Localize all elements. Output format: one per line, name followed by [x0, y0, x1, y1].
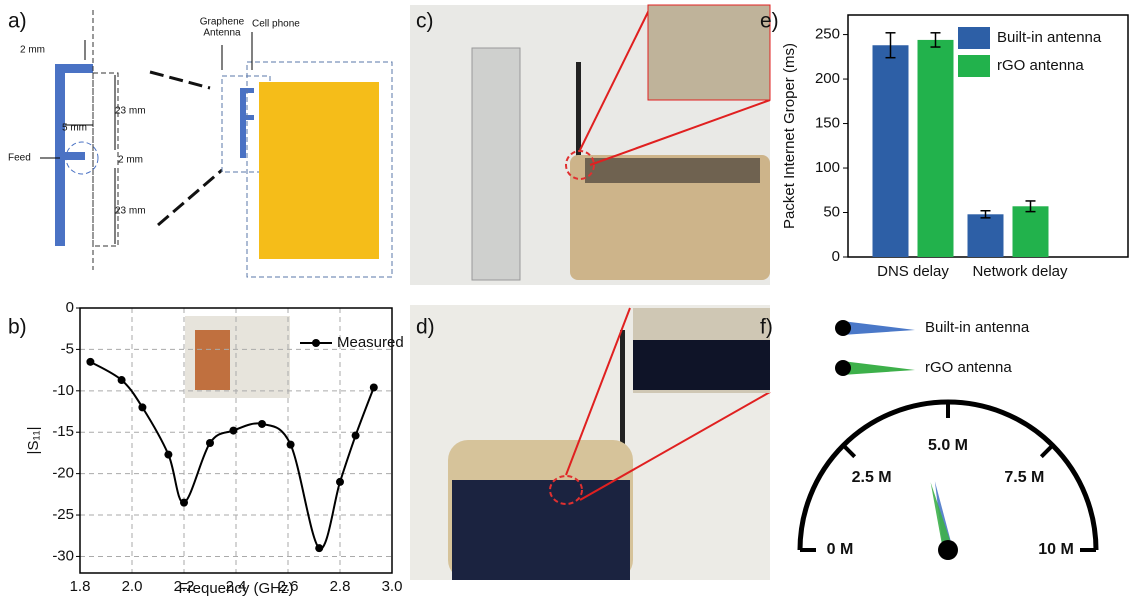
y-tick-label: -25 — [52, 506, 74, 523]
needle — [930, 482, 953, 552]
panel-label: e) — [760, 10, 779, 33]
y-tick-label: 0 — [832, 248, 840, 265]
error-bar — [1025, 200, 1036, 213]
x-tick-label: 2.8 — [330, 578, 351, 595]
point — [258, 419, 266, 428]
point — [86, 357, 95, 366]
x-tick-label: 2.0 — [122, 578, 143, 595]
y-tick-label: -20 — [52, 465, 74, 482]
y-tick-label: 200 — [815, 70, 840, 87]
panel-label: a) — [8, 10, 27, 33]
y-tick-label: 0 — [66, 299, 74, 316]
point — [315, 544, 324, 553]
error-bar — [885, 32, 896, 59]
legend-hub — [835, 360, 851, 376]
gauge-tick-label: 2.5 M — [852, 469, 892, 486]
x-tick-label: 2.2 — [174, 578, 195, 595]
bar — [872, 45, 909, 257]
point — [286, 440, 295, 449]
point — [164, 450, 173, 459]
error-bar — [980, 209, 991, 219]
gauge-tick-label: 0 M — [827, 541, 854, 558]
y-tick-label: -5 — [61, 340, 74, 357]
diagram-label: 2 mm — [20, 45, 45, 56]
y-tick-label: 150 — [815, 115, 840, 132]
diagram-label: Feed — [8, 153, 31, 164]
x-tick-label: DNS delay — [877, 263, 949, 280]
gauge-tick — [1039, 443, 1055, 459]
error-bar — [930, 32, 941, 48]
x-tick-label: 3.0 — [382, 578, 403, 595]
legend-label: Built-in antenna — [997, 29, 1102, 46]
x-tick-label: Network delay — [972, 263, 1068, 280]
panel-label: f) — [760, 316, 773, 339]
x-tick-label: 1.8 — [70, 578, 91, 595]
legend-hub — [835, 320, 851, 336]
photo-c — [410, 4, 771, 285]
needle — [934, 481, 953, 551]
legend-swatch — [958, 27, 990, 49]
gauge-tick-label: 10 M — [1038, 541, 1074, 558]
legend-label: Measured — [337, 334, 404, 351]
x-tick-label: 2.4 — [226, 578, 247, 595]
x-tick-label: 2.6 — [278, 578, 299, 595]
legend-label: rGO antenna — [925, 359, 1012, 376]
point — [206, 438, 214, 447]
legend-needle — [842, 321, 915, 335]
legend-swatch — [958, 55, 990, 77]
diagram-label: Graphene — [200, 17, 245, 28]
y-axis-label: |S₁₁| — [25, 427, 42, 455]
y-tick-label: -10 — [52, 382, 74, 399]
y-tick-label: 100 — [815, 159, 840, 176]
bar — [917, 39, 954, 257]
gauge-hub — [938, 540, 958, 560]
gauge-tick — [841, 443, 857, 459]
legend-label: rGO antenna — [997, 57, 1084, 74]
y-tick-label: 250 — [815, 26, 840, 43]
y-axis-label: Packet Internet Groper (ms) — [781, 43, 798, 229]
bar — [1012, 206, 1049, 257]
panel-label: d) — [416, 316, 435, 339]
diagram-label: Antenna — [203, 28, 241, 39]
bar — [967, 214, 1004, 257]
panel-label: c) — [416, 10, 434, 33]
panel-label: b) — [8, 316, 27, 339]
point — [117, 376, 126, 385]
point — [369, 383, 378, 392]
x-axis-label: Frequency (GHz) — [178, 580, 293, 597]
point — [229, 426, 238, 435]
y-tick-label: 50 — [823, 203, 840, 220]
gauge-tick-label: 5.0 M — [928, 437, 968, 454]
gauge-arc — [797, 399, 1099, 551]
plot-frame — [79, 307, 393, 574]
legend-marker — [312, 339, 320, 347]
legend-label: Built-in antenna — [925, 319, 1030, 336]
inset-photo — [195, 330, 230, 390]
gauge-tick-label: 7.5 M — [1004, 469, 1044, 486]
point — [138, 403, 147, 412]
antenna-diagram — [40, 10, 393, 278]
point — [351, 431, 360, 440]
diagram-label: 5 mm — [62, 123, 87, 134]
y-tick-label: -30 — [52, 547, 74, 564]
point — [180, 498, 188, 507]
point — [336, 477, 344, 486]
legend-needle — [842, 361, 915, 375]
y-tick-label: -15 — [52, 423, 74, 440]
photo-d — [410, 305, 771, 580]
diagram-label: 2 mm — [118, 155, 143, 166]
diagram-label: 23 mm — [115, 206, 146, 217]
diagram-label: Cell phone — [252, 19, 300, 30]
diagram-label: 23 mm — [115, 106, 146, 117]
